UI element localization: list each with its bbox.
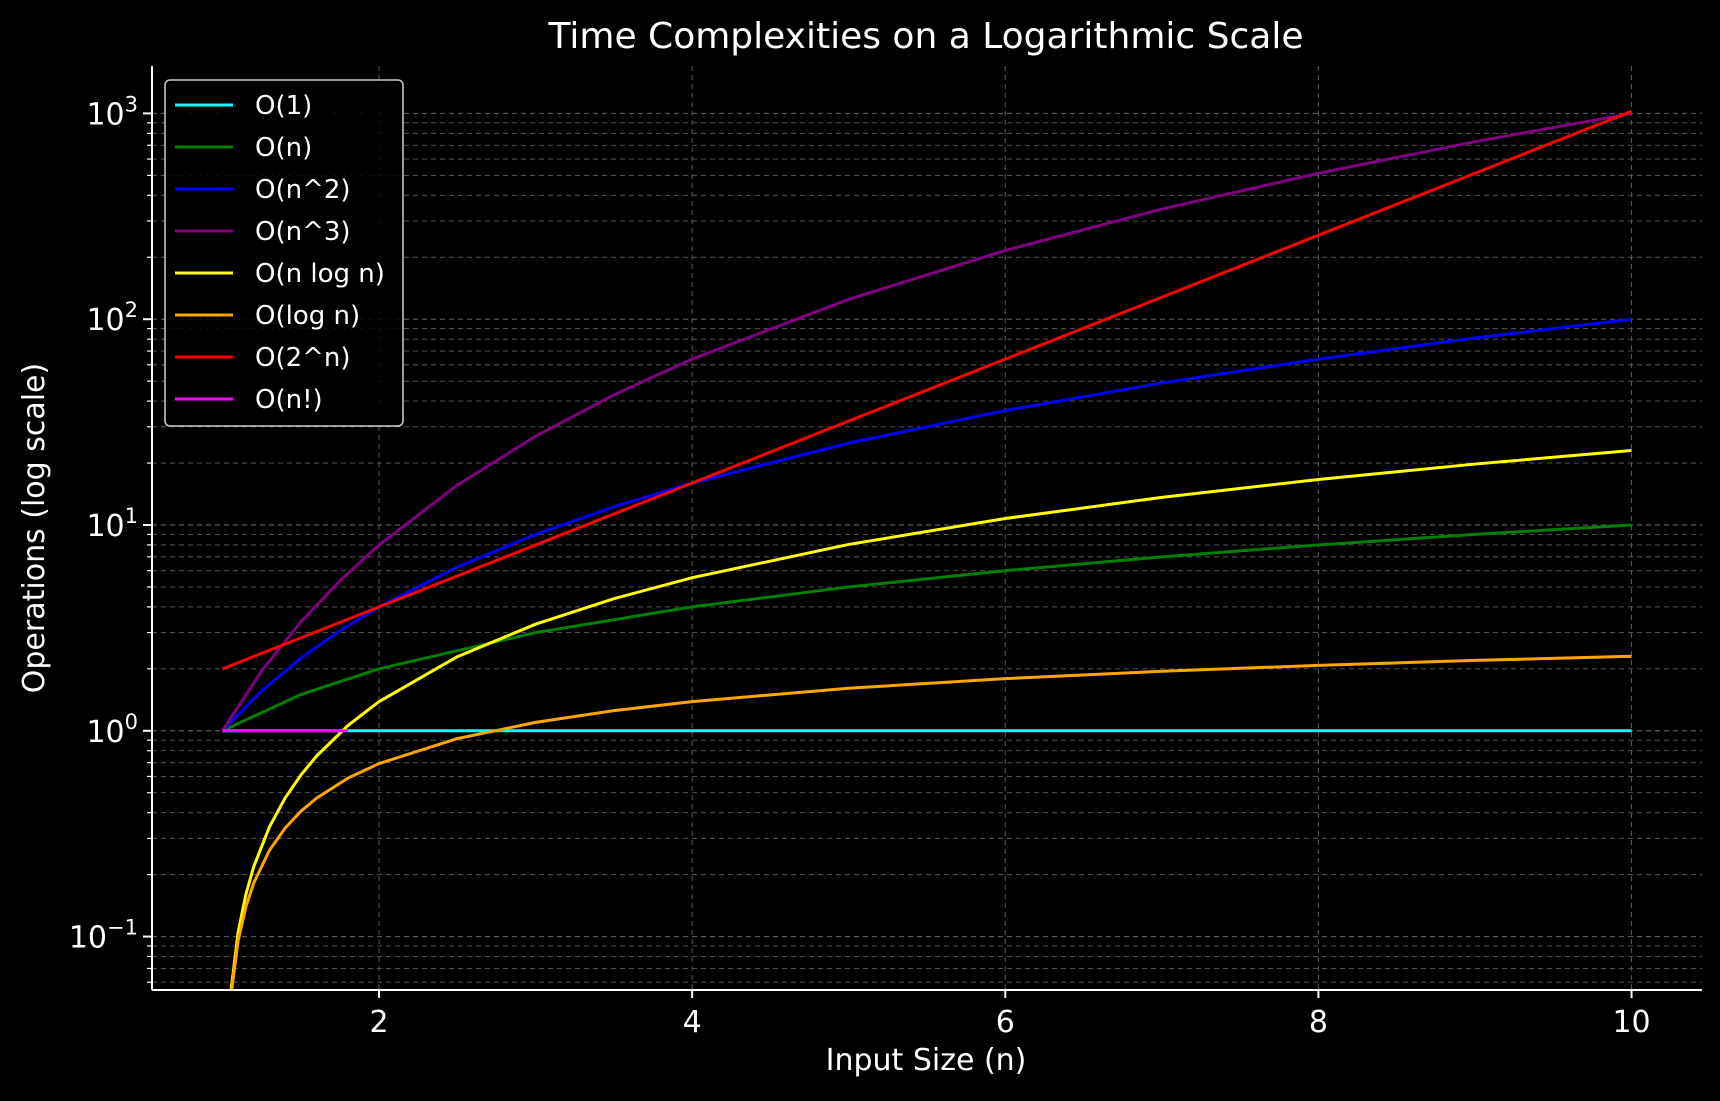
y-tick-label-exponent: 2 bbox=[125, 298, 138, 322]
axes-layer bbox=[151, 66, 1702, 991]
y-tick-label-exponent: −1 bbox=[107, 916, 138, 940]
legend-frame bbox=[164, 79, 404, 427]
legend-entry-label: O(n^2) bbox=[255, 175, 351, 205]
y-tick-label: 102 bbox=[86, 298, 138, 338]
series-layer bbox=[221, 109, 1633, 990]
y-tick-label-base: 10 bbox=[86, 509, 124, 544]
x-tick-label: 6 bbox=[996, 1005, 1015, 1040]
y-tick-label: 103 bbox=[86, 92, 138, 132]
y-tick-label: 100 bbox=[86, 710, 138, 750]
series-line-o-n bbox=[221, 523, 1632, 733]
series-line-o-n-3 bbox=[221, 111, 1632, 732]
legend-entry-label: O(n) bbox=[255, 133, 312, 163]
series-line-o-n-log-n bbox=[229, 448, 1632, 990]
y-tick-label: 101 bbox=[86, 504, 138, 544]
legend: O(1) O(n) O(n^2) O(n^3) O(n log n) O(log n) O(… bbox=[164, 79, 404, 427]
y-axis-label: Operations (log scale) bbox=[17, 363, 52, 693]
legend-entry-label: O(n!) bbox=[255, 385, 323, 415]
y-tick-label-base: 10 bbox=[86, 303, 124, 338]
legend-entry-label: O(1) bbox=[255, 91, 312, 121]
legend-entry-label: O(2^n) bbox=[255, 343, 351, 373]
x-tick-label: 10 bbox=[1612, 1005, 1650, 1040]
x-tick-label: 8 bbox=[1309, 1005, 1328, 1040]
y-tick-label-base: 10 bbox=[69, 921, 107, 956]
legend-entry-label: O(n log n) bbox=[255, 259, 385, 289]
legend-entry-label: O(n^3) bbox=[255, 217, 351, 247]
y-tick-label: 10−1 bbox=[69, 916, 138, 956]
x-tick-label: 4 bbox=[683, 1005, 702, 1040]
x-tick-label: 2 bbox=[369, 1005, 388, 1040]
grid-layer bbox=[152, 66, 1702, 990]
chart-title: Time Complexities on a Logarithmic Scale bbox=[548, 16, 1304, 57]
y-tick-label-exponent: 3 bbox=[125, 92, 138, 116]
series-line-o-2-n bbox=[221, 109, 1633, 671]
legend-entry-label: O(log n) bbox=[255, 301, 360, 331]
y-tick-label-base: 10 bbox=[86, 97, 124, 132]
series-line-o-log-n bbox=[230, 654, 1632, 990]
series-line-o-n-2 bbox=[221, 317, 1632, 732]
y-tick-label-base: 10 bbox=[86, 715, 124, 750]
y-tick-label-exponent: 1 bbox=[125, 504, 138, 528]
x-axis-label: Input Size (n) bbox=[826, 1043, 1027, 1078]
y-tick-label-exponent: 0 bbox=[125, 710, 138, 734]
